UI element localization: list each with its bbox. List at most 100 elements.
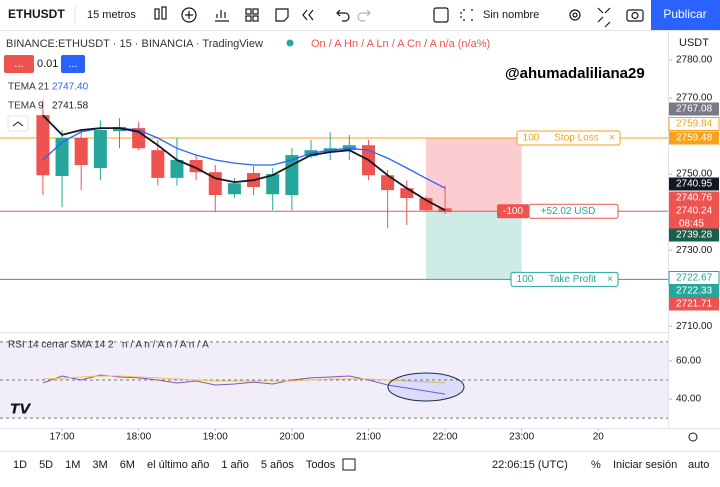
settings-icon[interactable] [688, 432, 698, 442]
collapse-button[interactable] [7, 115, 29, 132]
rsi-band [0, 341, 668, 419]
price-marker [669, 297, 719, 311]
annotation-ellipse [387, 372, 465, 402]
target-zone [425, 211, 522, 280]
position-qty: 100 [523, 133, 540, 144]
x-tick-label: 21:00 [356, 432, 381, 443]
candle-body [227, 183, 241, 195]
spread: 0.01 [37, 58, 58, 70]
candle-body [266, 174, 280, 195]
y-tick-label: 2780.00 [676, 55, 713, 66]
login[interactable]: Iniciar sesión [613, 459, 677, 471]
indicator-line [42, 375, 446, 384]
buy-button[interactable] [61, 55, 85, 73]
publish-button[interactable] [651, 0, 720, 30]
indicator-line [42, 114, 446, 211]
position-label: Stop Loss [554, 133, 598, 144]
y-tick-label: 2770.00 [676, 93, 713, 104]
rsi-title: RSI 14 cerrar SMA 14 2 [8, 340, 114, 351]
indicator-value: 2741.58 [52, 101, 89, 112]
range-button[interactable]: 1M [65, 459, 80, 471]
price-marker-label: 2721.71 [676, 299, 713, 310]
candle-body [151, 150, 165, 178]
x-tick-label: 23:00 [509, 432, 534, 443]
price-marker [668, 117, 720, 131]
candle-body [36, 115, 50, 176]
close-icon: × [609, 133, 615, 144]
buy-label[interactable]: ... [68, 58, 77, 70]
range-button[interactable]: 3M [92, 459, 107, 471]
x-tick-label: 18:00 [126, 432, 151, 443]
range-button[interactable]: 1 año [221, 459, 249, 471]
y-tick-label: 2710.00 [676, 321, 713, 332]
candle-body [381, 175, 395, 191]
price-marker-label: 2740.95 [676, 179, 713, 190]
legend-ohlc: On / A Hn / A Ln / A Cn / A n/a (n/a%) [311, 38, 490, 50]
range-button[interactable]: 5 años [261, 459, 295, 471]
range-button[interactable]: el último año [147, 459, 209, 471]
y-tick-label: 40.00 [676, 394, 701, 405]
position-tag [516, 130, 621, 146]
price-marker-label: 2759.84 [676, 119, 713, 130]
price-marker-label: 2739.28 [676, 230, 713, 241]
sell-button[interactable] [4, 55, 34, 73]
range-button[interactable]: 5D [39, 459, 53, 471]
range-button[interactable]: Todos [306, 459, 336, 471]
candle-body [74, 137, 88, 165]
entry-pl-box [528, 203, 619, 219]
range-button[interactable]: 1D [13, 459, 27, 471]
close-icon: × [607, 274, 613, 285]
date-range-icon[interactable] [342, 458, 356, 471]
indicator-value: 2747.40 [52, 82, 89, 93]
price-marker-label: 2740.76 [676, 193, 713, 204]
y-tick-label: 60.00 [676, 356, 701, 367]
x-tick-label: 17:00 [50, 432, 75, 443]
price-marker [669, 191, 719, 205]
legend-title: BINANCE:ETHUSDT · 15 · BINANCIA · Tradin… [6, 38, 263, 50]
price-marker [669, 177, 719, 191]
auto-toggle[interactable]: auto [688, 459, 709, 471]
layout-name[interactable]: Sin nombre [483, 9, 539, 21]
x-tick-label: 20:00 [279, 432, 304, 443]
tv-logo: 𝙏𝙑 [10, 401, 32, 417]
price-marker [669, 131, 719, 145]
sell-label[interactable]: ... [14, 58, 23, 70]
x-tick-label: 22:00 [433, 432, 458, 443]
candle-body [170, 160, 184, 178]
collapse-icon[interactable] [12, 121, 24, 127]
position-qty: 100 [517, 274, 534, 285]
publish-label[interactable]: Publicar [663, 7, 706, 21]
position-label: Take Profit [549, 274, 596, 285]
percent-toggle[interactable]: % [591, 459, 601, 471]
x-tick-label: 19:00 [203, 432, 228, 443]
price-marker [669, 102, 719, 116]
range-button[interactable]: 6M [120, 459, 135, 471]
candle-body [208, 172, 222, 196]
symbol[interactable]: ETHUSDT [8, 7, 65, 21]
y-tick-label: 2750.00 [676, 169, 713, 180]
price-marker-label: 2722.67 [676, 273, 713, 284]
candle-body [285, 155, 299, 196]
price-marker [669, 228, 719, 242]
stop-zone [425, 138, 522, 212]
position-tag [510, 271, 619, 287]
indicator-name: TEMA 21 [8, 82, 50, 93]
entry-pl: +52.02 USD [541, 206, 596, 217]
interval[interactable]: 15 metros [87, 9, 136, 21]
candle-body [93, 130, 107, 169]
currency[interactable]: USDT [679, 37, 709, 49]
price-marker-label: 2759.48 [676, 133, 713, 144]
candle-body [55, 137, 69, 177]
price-marker-label: 2767.08 [676, 104, 713, 115]
countdown: 08:45 [679, 219, 704, 230]
watermark: @ahumadaliliana29 [505, 65, 645, 82]
status-dot [286, 39, 294, 47]
indicator-name: TEMA 9 [8, 101, 44, 112]
entry-qty-box [497, 204, 529, 219]
price-marker-label: 2740.24 [676, 206, 713, 217]
clock: 22:06:15 (UTC) [492, 459, 568, 471]
price-marker-label: 2722.33 [676, 286, 713, 297]
toolbar-icons[interactable] [154, 6, 644, 28]
